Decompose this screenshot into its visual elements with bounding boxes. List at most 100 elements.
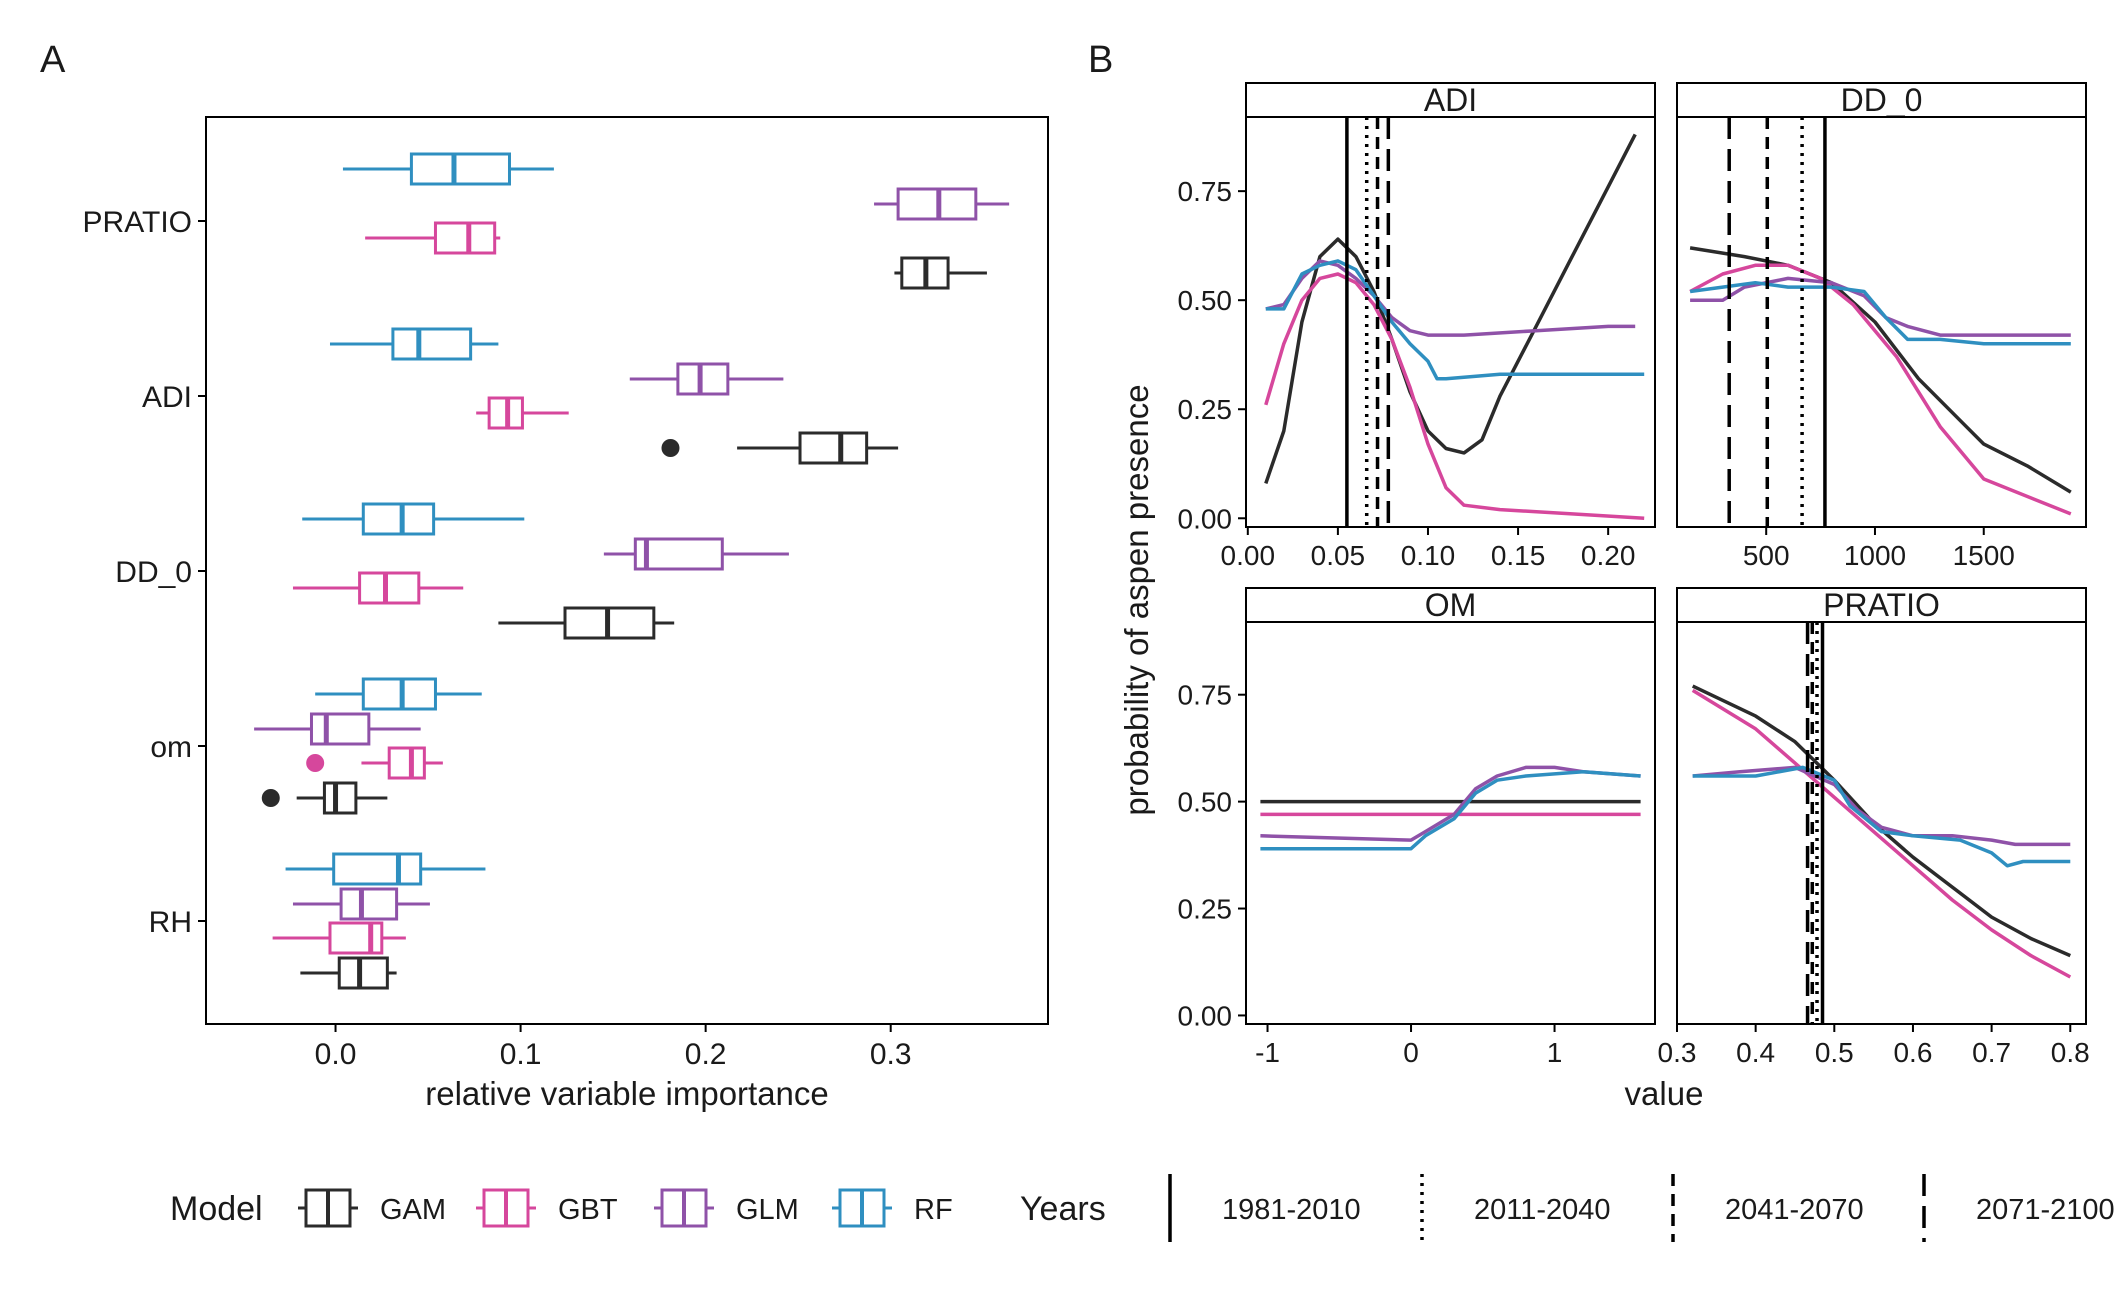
x-tick-label: 0.15 <box>1491 540 1546 571</box>
facet-DD_0: DD_0 500 1000 1500 <box>1676 82 2087 571</box>
box-iqr <box>309 712 371 746</box>
box-GBT-DD_0 <box>292 571 464 605</box>
facet-frame <box>1676 116 2087 528</box>
facet-strip <box>1676 82 2087 118</box>
x-tick-label: 1500 <box>1953 540 2015 571</box>
box-iqr <box>337 956 389 990</box>
box-iqr <box>322 781 358 815</box>
x-tick-label: 1 <box>1547 1037 1563 1068</box>
line-GAM <box>1264 133 1637 484</box>
line-GBT <box>1264 272 1645 521</box>
legend-label: RF <box>914 1194 953 1226</box>
x-tick-label: 0.20 <box>1581 540 1636 571</box>
box-iqr <box>358 571 421 605</box>
panel-a-xlabel: relative variable importance <box>425 1075 829 1112</box>
box-GLM-ADI <box>629 362 784 396</box>
x-tick-label: 0.4 <box>1736 1037 1775 1068</box>
legend-year-label: 2011-2040 <box>1474 1194 1611 1226</box>
x-tick-label: 0.0 <box>315 1038 357 1071</box>
box-iqr <box>676 362 730 396</box>
line-GLM <box>1260 765 1641 842</box>
facet-OM: OM 0.00 0.25 0.50 0.75 -1 0 1 <box>1178 587 1656 1068</box>
y-tick-label: 0.00 <box>1178 1000 1233 1031</box>
x-tick-label: 0.05 <box>1311 540 1366 571</box>
legend-key-RF: RF <box>832 1188 953 1228</box>
panel-label-a: A <box>40 39 66 81</box>
line-RF <box>1692 765 2071 868</box>
x-tick-label: 0.3 <box>870 1038 912 1071</box>
box-GBT-RH <box>272 921 406 955</box>
variable-importance-boxplot: relative variable importance PRATIO ADI DD… <box>83 116 1049 1112</box>
box-GAM-RH <box>300 956 397 990</box>
facet-title: PRATIO <box>1823 587 1940 623</box>
legend-label: GBT <box>558 1194 618 1226</box>
x-tick-label: 0.5 <box>1815 1037 1854 1068</box>
y-tick-label: 0.00 <box>1178 503 1233 534</box>
x-tick-label: 1000 <box>1844 540 1906 571</box>
outlier-point <box>261 789 280 807</box>
facet-ADI: ADI 0.00 0.25 0.50 0.75 0.00 0.05 0.10 0.15 0.20 <box>1178 82 1656 571</box>
box-RF-om <box>315 677 482 711</box>
y-tick-label: 0.25 <box>1178 894 1233 925</box>
legend-years-title: Years <box>1020 1190 1106 1228</box>
y-tick-label-om: om <box>150 731 192 764</box>
box-RF-RH <box>285 852 486 886</box>
x-tick-label: 0 <box>1403 1037 1419 1068</box>
box-iqr <box>433 221 497 255</box>
y-tick-label: 0.75 <box>1178 680 1233 711</box>
y-tick-label: 0.75 <box>1178 176 1233 207</box>
facet-strip <box>1676 587 2087 623</box>
box-GLM-PRATIO <box>874 187 1010 221</box>
box-GBT-PRATIO <box>365 221 501 255</box>
x-tick-label: 0.1 <box>500 1038 542 1071</box>
legend-model-title: Model <box>170 1190 263 1228</box>
facet-frame <box>1676 621 2087 1025</box>
facet-frame <box>1245 116 1656 528</box>
box-GAM-om <box>261 781 388 815</box>
line-RF <box>1689 280 2071 346</box>
box-iqr <box>332 852 423 886</box>
box-GAM-PRATIO <box>894 256 987 290</box>
legend-key-GBT: GBT <box>476 1188 618 1228</box>
legend-year-label: 2071-2100 <box>1976 1194 2115 1226</box>
legend: Model Years GAM GBT GLM RF 1981-2010 2011-204… <box>170 1174 2115 1242</box>
line-GBT <box>1689 263 2072 516</box>
outlier-point <box>661 439 680 457</box>
line-RF <box>1260 769 1641 851</box>
box-GBT-ADI <box>476 396 569 430</box>
box-RF-PRATIO <box>342 152 554 186</box>
x-tick-label: 500 <box>1743 540 1790 571</box>
box-GBT-om <box>306 746 443 780</box>
y-tick-label-RH: RH <box>149 906 192 939</box>
facet-title: DD_0 <box>1841 82 1923 118</box>
panel-label-b: B <box>1088 39 1113 81</box>
legend-key-GLM: GLM <box>654 1188 799 1228</box>
legend-label: GAM <box>380 1194 446 1226</box>
x-tick-label: 0.2 <box>685 1038 727 1071</box>
box-RF-ADI <box>329 327 499 361</box>
box-iqr <box>798 431 869 465</box>
box-iqr <box>391 327 473 361</box>
box-RF-DD_0 <box>302 502 525 536</box>
box-GLM-DD_0 <box>603 537 789 571</box>
y-tick-label-DD_0: DD_0 <box>115 556 192 589</box>
facet-title: ADI <box>1424 82 1477 118</box>
y-tick-label-PRATIO: PRATIO <box>83 206 192 239</box>
legend-year-label: 1981-2010 <box>1222 1194 1361 1226</box>
x-tick-label: -1 <box>1255 1037 1280 1068</box>
facet-PRATIO: PRATIO 0.3 0.4 0.5 0.6 0.7 0.8 <box>1658 587 2090 1068</box>
legend-year-label: 2041-2070 <box>1725 1194 1864 1226</box>
box-GAM-ADI <box>661 431 899 465</box>
box-GAM-DD_0 <box>498 606 675 640</box>
box-GLM-RH <box>292 887 430 921</box>
legend-label: GLM <box>736 1194 799 1226</box>
box-iqr <box>633 537 724 571</box>
x-tick-label: 0.00 <box>1221 540 1276 571</box>
facet-frame <box>1245 621 1656 1025</box>
y-tick-label: 0.50 <box>1178 787 1233 818</box>
facet-title: OM <box>1425 587 1477 623</box>
y-tick-label: 0.50 <box>1178 285 1233 316</box>
panel-b-ylabel: probability of aspen presence <box>1118 384 1155 815</box>
box-iqr <box>361 502 436 536</box>
